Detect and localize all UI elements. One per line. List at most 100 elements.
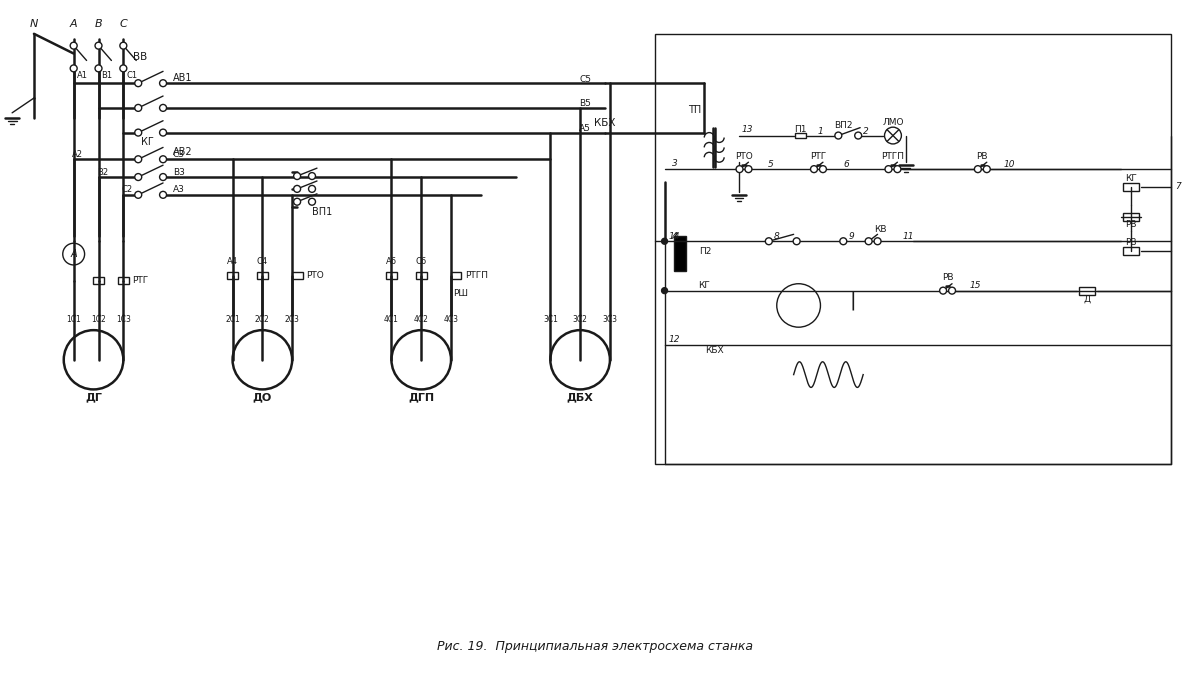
Text: ЛМО: ЛМО	[882, 119, 904, 127]
Circle shape	[308, 198, 316, 205]
Text: C: C	[120, 19, 127, 29]
Circle shape	[120, 42, 127, 49]
Bar	[292, 273, 302, 279]
Bar	[386, 273, 397, 279]
Circle shape	[983, 166, 990, 173]
Text: 7: 7	[1175, 182, 1181, 191]
Text: B2: B2	[97, 168, 108, 177]
Bar	[118, 277, 128, 284]
Text: 4С2: 4С2	[414, 315, 428, 324]
Text: 5: 5	[768, 160, 774, 169]
Text: КБХ: КБХ	[594, 118, 616, 127]
Text: 3С1: 3С1	[542, 315, 558, 324]
Circle shape	[766, 238, 773, 245]
Bar	[415, 273, 427, 279]
Circle shape	[120, 65, 127, 72]
Circle shape	[160, 104, 167, 112]
Text: 13: 13	[742, 125, 752, 134]
Text: 2: 2	[863, 127, 869, 136]
Circle shape	[974, 166, 982, 173]
Text: 1: 1	[817, 127, 823, 136]
Circle shape	[661, 288, 667, 294]
Text: КВ: КВ	[874, 225, 887, 234]
Text: ВП1: ВП1	[312, 207, 332, 216]
Text: B5: B5	[580, 99, 592, 108]
Text: 4: 4	[672, 232, 677, 241]
Bar	[227, 273, 238, 279]
Circle shape	[134, 104, 142, 112]
Text: КГ: КГ	[1126, 174, 1138, 183]
Text: РТГ: РТГ	[132, 276, 149, 285]
Text: B: B	[95, 19, 102, 29]
Circle shape	[810, 166, 817, 173]
Circle shape	[95, 42, 102, 49]
Circle shape	[160, 191, 167, 198]
Text: РВ: РВ	[1126, 238, 1138, 247]
Bar	[674, 236, 686, 271]
Text: РТГП: РТГП	[464, 271, 488, 280]
Text: A2: A2	[72, 150, 83, 159]
Text: 12: 12	[668, 334, 680, 344]
Bar	[1079, 287, 1094, 295]
Text: 9: 9	[848, 232, 854, 241]
Bar	[450, 273, 462, 279]
Text: 6: 6	[844, 160, 850, 169]
Text: 15: 15	[970, 282, 982, 290]
Circle shape	[835, 132, 842, 139]
Circle shape	[134, 191, 142, 198]
Circle shape	[820, 166, 827, 173]
Text: 2С3: 2С3	[284, 315, 300, 324]
Circle shape	[134, 173, 142, 180]
Text: C5: C5	[580, 75, 592, 84]
Text: ТП: ТП	[688, 105, 701, 115]
Circle shape	[71, 65, 77, 72]
Text: 3С3: 3С3	[602, 315, 618, 324]
Circle shape	[160, 173, 167, 180]
Text: РТО: РТО	[736, 152, 752, 161]
Bar	[257, 273, 268, 279]
Bar	[655, 34, 1171, 464]
Text: КГ: КГ	[698, 282, 710, 290]
Circle shape	[294, 198, 300, 205]
Text: A: A	[71, 249, 77, 259]
Circle shape	[294, 186, 300, 192]
Circle shape	[134, 155, 142, 163]
Text: РВ: РВ	[977, 152, 988, 161]
Text: РШ: РШ	[454, 289, 468, 298]
Circle shape	[894, 166, 901, 173]
Text: A3: A3	[173, 186, 185, 195]
Circle shape	[736, 166, 743, 173]
Text: ДГ: ДГ	[85, 393, 102, 402]
Text: РВ: РВ	[1126, 221, 1138, 229]
Text: N: N	[30, 19, 38, 29]
Text: 3: 3	[672, 159, 677, 168]
Text: ДО: ДО	[253, 393, 272, 402]
Circle shape	[308, 186, 316, 192]
Circle shape	[160, 129, 167, 136]
Text: 8: 8	[774, 232, 780, 241]
Bar	[1123, 183, 1139, 191]
Text: 4С1: 4С1	[384, 315, 398, 324]
Text: 1С1: 1С1	[66, 315, 82, 324]
Text: С6: С6	[415, 256, 427, 266]
Circle shape	[865, 238, 872, 245]
Text: Рис. 19.  Принципиальная электросхема станка: Рис. 19. Принципиальная электросхема ста…	[437, 640, 754, 653]
Text: РТГ: РТГ	[810, 152, 827, 161]
Circle shape	[71, 42, 77, 49]
Text: A1: A1	[77, 71, 88, 79]
Circle shape	[793, 238, 800, 245]
Circle shape	[940, 287, 947, 294]
Text: ВП2: ВП2	[834, 121, 852, 130]
Text: C3: C3	[173, 150, 185, 159]
Text: РТО: РТО	[306, 271, 324, 280]
Text: C1: C1	[126, 71, 138, 79]
Text: Д: Д	[1084, 295, 1090, 303]
Text: 14: 14	[668, 232, 680, 241]
Text: АВ2: АВ2	[173, 147, 193, 158]
Text: |: |	[850, 290, 857, 310]
Text: ВВ: ВВ	[133, 51, 148, 62]
Circle shape	[874, 238, 881, 245]
Bar	[796, 133, 806, 138]
Text: ДГП: ДГП	[408, 393, 434, 402]
Text: АВ1: АВ1	[173, 73, 192, 84]
